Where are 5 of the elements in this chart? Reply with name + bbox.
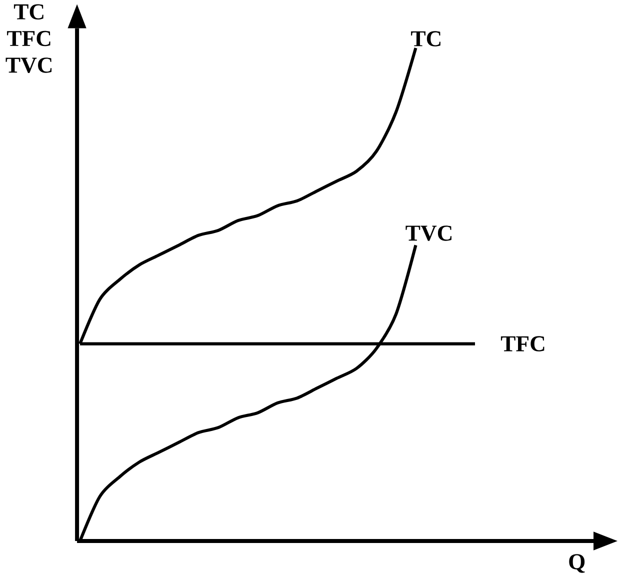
series-label: TC [411,31,440,46]
series-label: TVC [406,226,452,241]
series-label: TFC [500,336,544,352]
x-axis-title: Q [569,554,585,573]
y-axis-title: TC TFC TVC [6,4,52,73]
